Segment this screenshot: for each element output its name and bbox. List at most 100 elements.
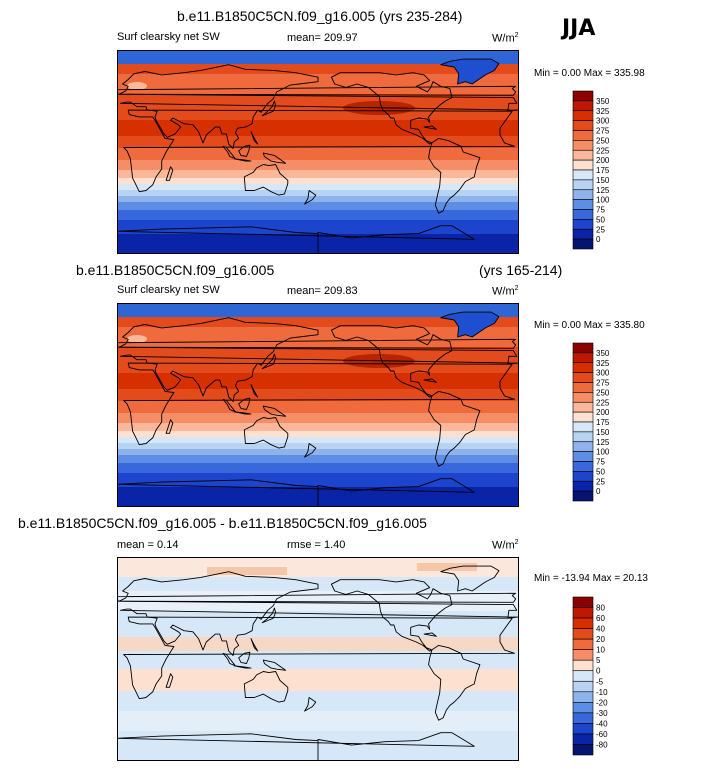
colorbar-tick-label: 5 <box>596 656 601 665</box>
season-label: JJA <box>562 16 596 41</box>
panel-1-title: b.e11.B1850C5CN.f09_g16.005 (yrs 235-284… <box>177 8 463 24</box>
coastline-eurasia <box>118 64 519 150</box>
colorbar-swatch <box>572 723 594 735</box>
colorbar-tick-label: 125 <box>596 438 610 447</box>
map-color-band <box>117 389 519 401</box>
colorbar-tick-label: 300 <box>596 117 610 126</box>
map-color-band <box>117 190 519 196</box>
colorbar-tick-label: 225 <box>596 146 610 155</box>
colorbar-tick-label: 275 <box>596 127 610 136</box>
colorbar-swatch <box>572 670 594 682</box>
coastline-samerica <box>428 137 481 214</box>
coastline-africa <box>123 109 515 193</box>
panel-1-map <box>117 50 519 254</box>
panel-2-mean: mean= 209.83 <box>287 285 358 297</box>
colorbar-swatch <box>572 120 594 131</box>
colorbar-tick-label: 150 <box>596 176 610 185</box>
units-sup: 2 <box>514 32 519 39</box>
colorbar-swatch <box>572 691 594 703</box>
colorbar-swatch <box>572 451 594 462</box>
coastline-indonesia2 <box>233 158 252 162</box>
map-color-band <box>117 455 519 463</box>
map-color-band <box>117 64 519 74</box>
colorbar-swatch <box>572 659 594 672</box>
colorbar-swatch <box>572 702 594 714</box>
coastline-borneo <box>238 144 251 157</box>
colorbar-tick-label: 60 <box>596 614 605 623</box>
map-color-band <box>117 178 519 184</box>
colorbar-swatch <box>572 607 594 619</box>
colorbar-tick-label: 40 <box>596 625 605 634</box>
coastline-newguinea <box>262 405 287 417</box>
coastline-japan <box>261 353 277 370</box>
map-color-band <box>117 473 519 487</box>
coastline-eurasia <box>118 571 519 657</box>
colorbar-tick-label: 175 <box>596 166 610 175</box>
colorbar-swatch <box>572 617 594 629</box>
colorbar-tick-label: -80 <box>596 740 608 749</box>
map-color-band <box>117 196 519 202</box>
colorbar-tick-label: -20 <box>596 698 608 707</box>
colorbar-tick-label: 0 <box>596 487 601 496</box>
colorbar-tick-label: 10 <box>596 646 605 655</box>
colorbar-swatch <box>572 392 594 403</box>
map-color-band <box>117 437 519 443</box>
map-color-band <box>117 611 519 637</box>
units-sup: 2 <box>514 285 519 292</box>
panel-2-variable: Surf clearsky net SW <box>117 284 220 296</box>
coastline-indonesia1 <box>222 398 236 413</box>
coastline-greenland <box>440 311 500 338</box>
coastline-indonesia2 <box>233 411 252 415</box>
colorbar-tick-label: 325 <box>596 107 610 116</box>
map-color-band <box>117 463 519 473</box>
map-frame <box>117 557 519 761</box>
panel-3-mean: mean = 0.14 <box>117 539 179 551</box>
map-color-band <box>117 651 519 669</box>
coastline-indonesia2 <box>233 665 252 669</box>
coastline-indonesia1 <box>222 652 236 667</box>
colorbar-swatch <box>572 372 594 383</box>
map-color-band <box>117 160 519 170</box>
colorbar-swatch <box>572 680 594 693</box>
map-color-band <box>117 136 519 148</box>
map-color-band <box>117 303 519 317</box>
map-color-band <box>117 443 519 449</box>
colorbar-swatch <box>572 209 594 220</box>
panel-3-title: b.e11.B1850C5CN.f09_g16.005 - b.e11.B185… <box>18 515 427 531</box>
coastline-uk <box>117 338 517 349</box>
colorbar-tick-label: 80 <box>596 604 605 613</box>
map-color-band <box>117 449 519 455</box>
colorbar-swatch <box>572 100 594 112</box>
colorbar-tick-label: 275 <box>596 379 610 388</box>
coastline-namerica <box>330 325 453 398</box>
coastline-greenland <box>440 58 500 85</box>
coastline-samerica <box>428 390 481 467</box>
colorbar-swatch <box>572 189 594 200</box>
panel-3-units: W/m2 <box>492 539 519 552</box>
coastline-indonesia1 <box>222 145 236 160</box>
coastline-antarctica <box>117 732 475 761</box>
map-color-band <box>117 413 519 423</box>
coastline-borneo <box>238 397 251 410</box>
diff-warm-region <box>417 563 477 571</box>
coastline-australia <box>243 671 289 703</box>
diff-warm-region <box>207 567 287 575</box>
map-color-band <box>117 637 519 651</box>
colorbar-tick-label: 125 <box>596 186 610 195</box>
colorbar-swatch <box>572 649 594 661</box>
map-color-band <box>117 202 519 210</box>
colorbar-swatch <box>572 352 594 364</box>
colorbar-tick-label: 25 <box>596 225 605 234</box>
panel-3-map <box>117 557 519 761</box>
coastline-antarctica <box>117 478 475 507</box>
coastline-madagascar <box>165 166 174 181</box>
map-color-band <box>117 170 519 178</box>
colorbar-swatch <box>572 744 594 756</box>
map-frame <box>117 50 519 254</box>
panel-1-variable: Surf clearsky net SW <box>117 31 220 43</box>
coastline-cuba <box>423 632 437 637</box>
map-color-band <box>117 711 519 731</box>
colorbar-swatch <box>572 90 594 102</box>
colorbar-swatch <box>572 228 594 240</box>
